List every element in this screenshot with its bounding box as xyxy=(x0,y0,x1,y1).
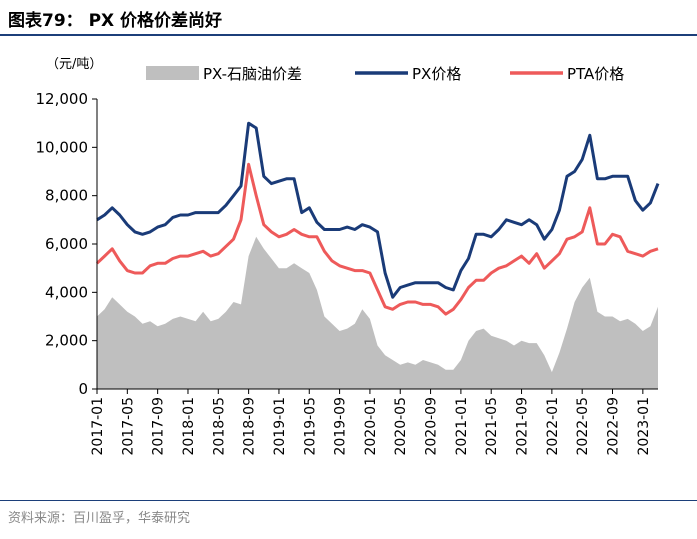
source-rule xyxy=(0,500,697,501)
x-tick-label: 2020-01 xyxy=(363,397,379,456)
y-tick-label: 8,000 xyxy=(45,187,88,205)
y-tick-label: 2,000 xyxy=(45,332,88,350)
x-tick-label: 2018-05 xyxy=(211,397,227,456)
source-note: 资料来源：百川盈孚，华泰研究 xyxy=(8,511,191,526)
x-tick-label: 2021-09 xyxy=(515,397,531,456)
series-line-2 xyxy=(95,162,659,316)
y-tick-label: 4,000 xyxy=(45,283,88,301)
y-unit-label: （元/吨） xyxy=(46,57,102,72)
x-tick-label: 2020-09 xyxy=(424,397,440,456)
x-tick-label: 2019-01 xyxy=(272,397,288,456)
legend-swatch-0 xyxy=(146,66,199,80)
x-tick-label: 2023-01 xyxy=(636,397,652,456)
series-line-1 xyxy=(96,121,660,299)
series-area-0 xyxy=(97,236,658,389)
figure-title: 图表79： PX 价格价差尚好 xyxy=(8,11,223,31)
x-tick-label: 2021-01 xyxy=(454,397,470,456)
x-tick-label: 2018-01 xyxy=(181,397,197,456)
y-tick-label: 0 xyxy=(78,380,88,398)
x-tick-label: 2022-01 xyxy=(545,397,561,456)
legend-label-0: PX-石脑油价差 xyxy=(203,65,302,83)
x-tick-label: 2021-05 xyxy=(484,397,500,456)
y-tick-label: 10,000 xyxy=(36,138,89,156)
x-tick-label: 2022-05 xyxy=(575,397,591,456)
x-tick-label: 2017-05 xyxy=(120,397,136,456)
x-tick-label: 2017-01 xyxy=(90,397,106,456)
x-tick-label: 2019-09 xyxy=(333,397,349,456)
x-tick-label: 2017-09 xyxy=(151,397,167,456)
y-tick-label: 12,000 xyxy=(36,90,89,108)
legend-label-2: PTA价格 xyxy=(567,65,624,83)
x-tick-label: 2019-05 xyxy=(302,397,318,456)
x-tick-label: 2022-09 xyxy=(606,397,622,456)
y-tick-label: 6,000 xyxy=(45,235,88,253)
legend-label-1: PX价格 xyxy=(412,65,461,83)
x-tick-label: 2020-05 xyxy=(393,397,409,456)
x-tick-label: 2018-09 xyxy=(242,397,258,456)
title-rule xyxy=(0,34,697,36)
